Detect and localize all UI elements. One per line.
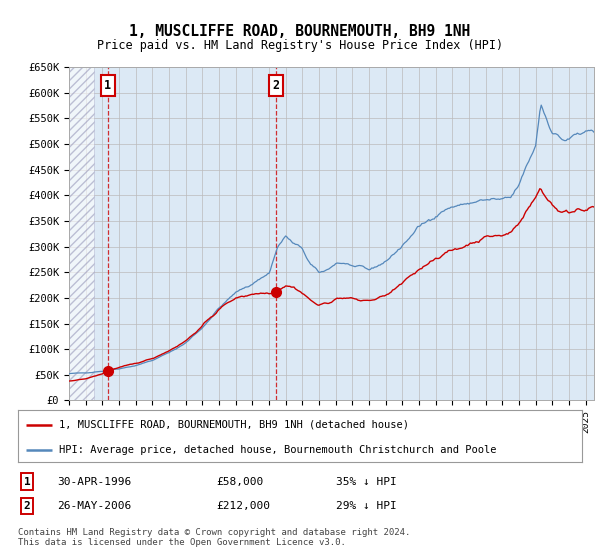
Text: 26-MAY-2006: 26-MAY-2006 <box>57 501 131 511</box>
Text: 2: 2 <box>23 501 31 511</box>
Text: 1: 1 <box>23 477 31 487</box>
Text: 35% ↓ HPI: 35% ↓ HPI <box>336 477 397 487</box>
Text: 1, MUSCLIFFE ROAD, BOURNEMOUTH, BH9 1NH: 1, MUSCLIFFE ROAD, BOURNEMOUTH, BH9 1NH <box>130 24 470 39</box>
Text: 29% ↓ HPI: 29% ↓ HPI <box>336 501 397 511</box>
Text: Contains HM Land Registry data © Crown copyright and database right 2024.
This d: Contains HM Land Registry data © Crown c… <box>18 528 410 547</box>
Text: £212,000: £212,000 <box>216 501 270 511</box>
Text: £58,000: £58,000 <box>216 477 263 487</box>
Text: 2: 2 <box>272 79 280 92</box>
Text: 1, MUSCLIFFE ROAD, BOURNEMOUTH, BH9 1NH (detached house): 1, MUSCLIFFE ROAD, BOURNEMOUTH, BH9 1NH … <box>59 420 409 430</box>
Text: Price paid vs. HM Land Registry's House Price Index (HPI): Price paid vs. HM Land Registry's House … <box>97 39 503 52</box>
Text: HPI: Average price, detached house, Bournemouth Christchurch and Poole: HPI: Average price, detached house, Bour… <box>59 445 496 455</box>
Text: 1: 1 <box>104 79 112 92</box>
Text: 30-APR-1996: 30-APR-1996 <box>57 477 131 487</box>
